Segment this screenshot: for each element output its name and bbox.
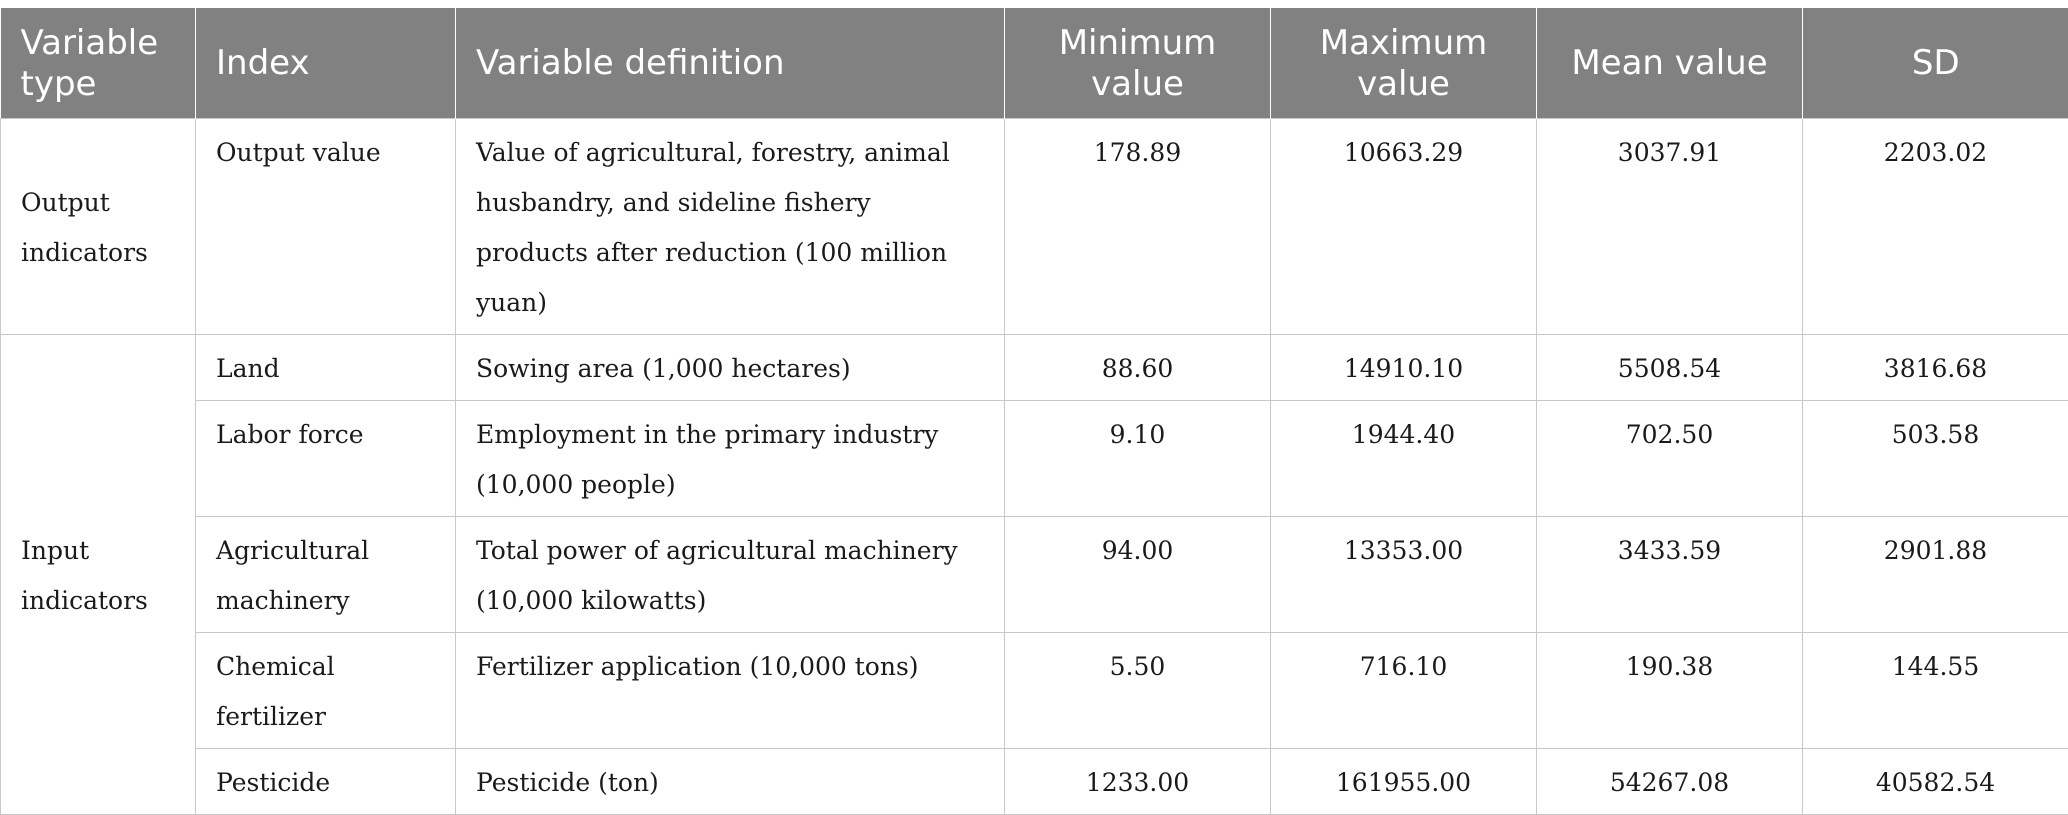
statistics-table: Variable type Index Variable definition …	[0, 8, 2068, 815]
table-row: Agricultural machinery Total power of ag…	[1, 516, 2068, 632]
mean-cell: 3037.91	[1537, 118, 1803, 334]
header-sd: SD	[1803, 8, 2068, 118]
max-cell: 13353.00	[1271, 516, 1537, 632]
table-row: Input indicators Land Sowing area (1,000…	[1, 334, 2068, 400]
min-cell: 88.60	[1005, 334, 1271, 400]
mean-cell: 3433.59	[1537, 516, 1803, 632]
index-cell: Output value	[196, 118, 456, 334]
definition-cell: Total power of agricultural machinery (1…	[456, 516, 1005, 632]
sd-cell: 3816.68	[1803, 334, 2068, 400]
index-cell: Pesticide	[196, 748, 456, 814]
index-cell: Chemical fertilizer	[196, 632, 456, 748]
min-cell: 1233.00	[1005, 748, 1271, 814]
definition-cell: Fertilizer application (10,000 tons)	[456, 632, 1005, 748]
max-cell: 161955.00	[1271, 748, 1537, 814]
mean-cell: 54267.08	[1537, 748, 1803, 814]
sd-cell: 144.55	[1803, 632, 2068, 748]
header-variable-definition: Variable definition	[456, 8, 1005, 118]
min-cell: 94.00	[1005, 516, 1271, 632]
max-cell: 14910.10	[1271, 334, 1537, 400]
max-cell: 10663.29	[1271, 118, 1537, 334]
variable-type-cell: Output indicators	[1, 118, 196, 334]
definition-cell: Sowing area (1,000 hectares)	[456, 334, 1005, 400]
index-cell: Agricultural machinery	[196, 516, 456, 632]
index-cell: Land	[196, 334, 456, 400]
sd-cell: 503.58	[1803, 400, 2068, 516]
max-cell: 716.10	[1271, 632, 1537, 748]
header-minimum-value: Minimum value	[1005, 8, 1271, 118]
index-cell: Labor force	[196, 400, 456, 516]
min-cell: 9.10	[1005, 400, 1271, 516]
table-row: Pesticide Pesticide (ton) 1233.00 161955…	[1, 748, 2068, 814]
min-cell: 5.50	[1005, 632, 1271, 748]
header-maximum-value: Maximum value	[1271, 8, 1537, 118]
table-row: Chemical fertilizer Fertilizer applicati…	[1, 632, 2068, 748]
header-mean-value: Mean value	[1537, 8, 1803, 118]
mean-cell: 5508.54	[1537, 334, 1803, 400]
max-cell: 1944.40	[1271, 400, 1537, 516]
definition-cell: Employment in the primary industry (10,0…	[456, 400, 1005, 516]
table-row: Output indicators Output value Value of …	[1, 118, 2068, 334]
mean-cell: 190.38	[1537, 632, 1803, 748]
variable-type-cell: Input indicators	[1, 334, 196, 814]
header-variable-type: Variable type	[1, 8, 196, 118]
table-row: Labor force Employment in the primary in…	[1, 400, 2068, 516]
mean-cell: 702.50	[1537, 400, 1803, 516]
sd-cell: 2901.88	[1803, 516, 2068, 632]
sd-cell: 2203.02	[1803, 118, 2068, 334]
header-index: Index	[196, 8, 456, 118]
header-row: Variable type Index Variable definition …	[1, 8, 2068, 118]
definition-cell: Value of agricultural, forestry, animal …	[456, 118, 1005, 334]
definition-cell: Pesticide (ton)	[456, 748, 1005, 814]
min-cell: 178.89	[1005, 118, 1271, 334]
sd-cell: 40582.54	[1803, 748, 2068, 814]
